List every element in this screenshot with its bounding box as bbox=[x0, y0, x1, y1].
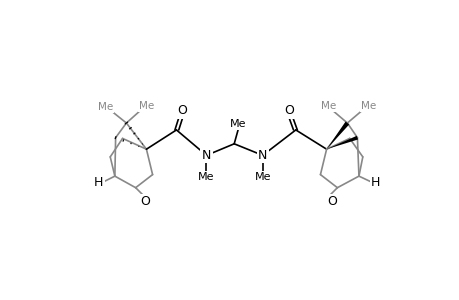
Text: O: O bbox=[284, 104, 294, 117]
Text: Me: Me bbox=[360, 101, 375, 111]
Polygon shape bbox=[326, 136, 357, 149]
Text: N: N bbox=[202, 149, 211, 162]
Text: Me: Me bbox=[230, 119, 246, 129]
Polygon shape bbox=[326, 122, 348, 149]
Text: H: H bbox=[370, 176, 380, 189]
Text: H: H bbox=[94, 176, 103, 189]
Text: O: O bbox=[177, 104, 186, 117]
Text: Me: Me bbox=[98, 102, 113, 112]
Text: Me: Me bbox=[198, 172, 214, 182]
Text: O: O bbox=[326, 195, 336, 208]
Text: Me: Me bbox=[139, 101, 154, 111]
Text: Me: Me bbox=[320, 101, 335, 111]
Text: O: O bbox=[140, 195, 150, 208]
Text: Me: Me bbox=[254, 172, 270, 182]
Text: N: N bbox=[257, 149, 267, 162]
